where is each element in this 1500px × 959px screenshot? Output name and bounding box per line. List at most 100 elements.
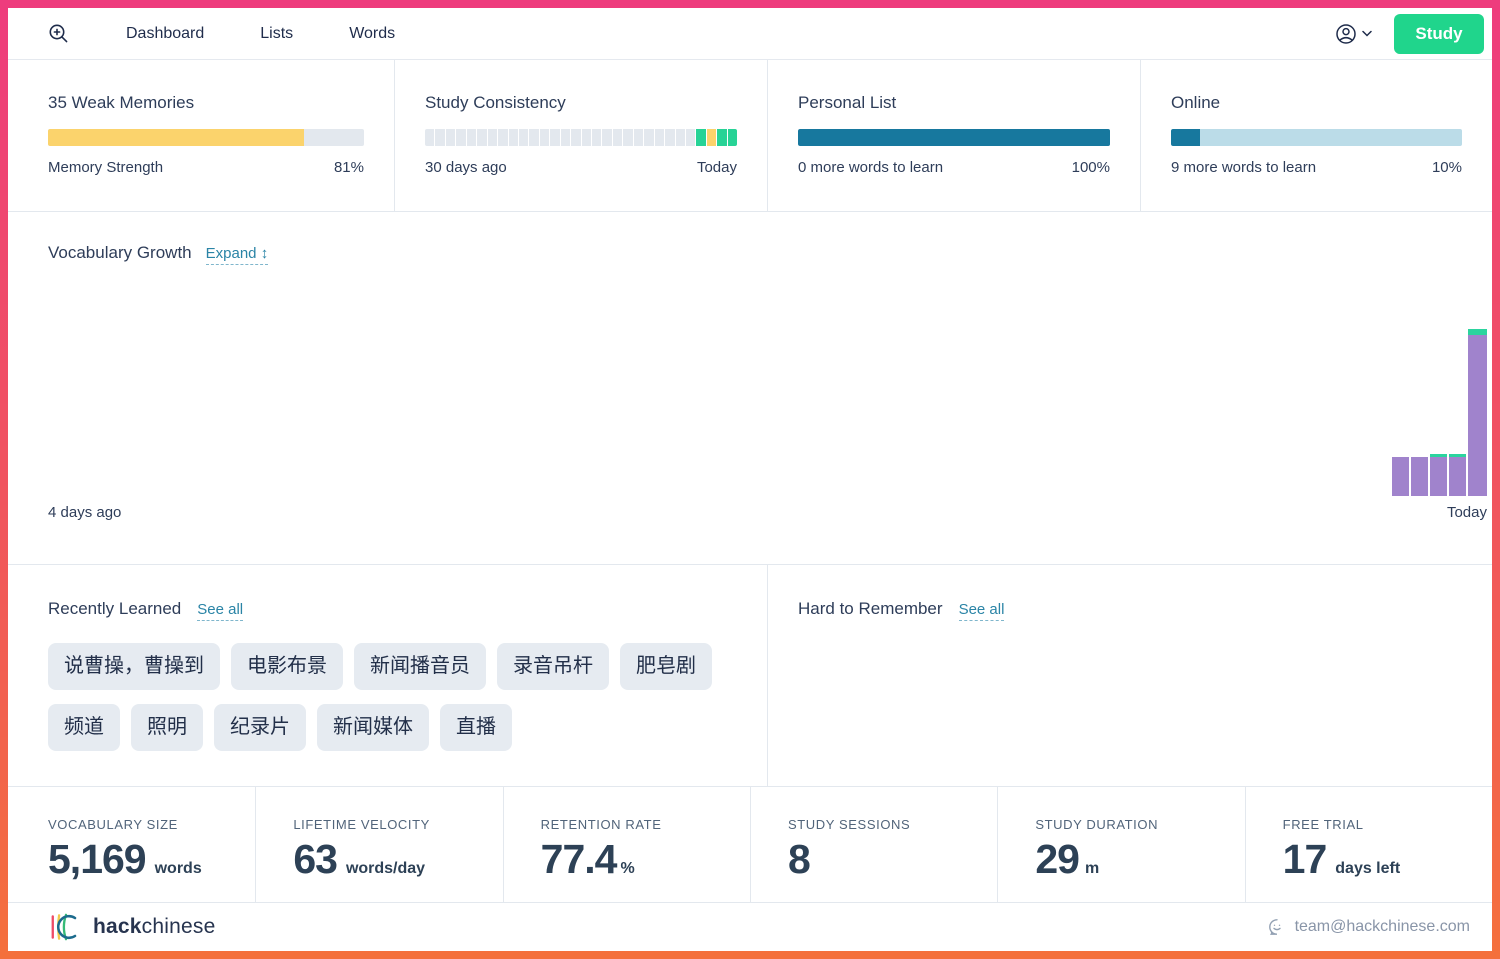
growth-bar [1449, 454, 1466, 496]
summary-stats-row: VOCABULARY SIZE 5,169 words LIFETIME VEL… [8, 787, 1492, 903]
stat-value: 17 [1282, 836, 1328, 882]
consistency-day-segment-empty [425, 129, 435, 146]
word-chip[interactable]: 电影布景 [231, 643, 343, 690]
growth-bar [1430, 454, 1447, 496]
vocabulary-growth-title: Vocabulary Growth [48, 243, 192, 262]
x-axis-right-label: Today [1446, 504, 1487, 521]
zoom-search-icon[interactable] [48, 23, 70, 45]
consistency-day-segment-empty [550, 129, 560, 146]
consistency-day-segment-empty [602, 129, 612, 146]
study-duration-stat: STUDY DURATION 29 m [997, 787, 1244, 902]
consistency-day-segment-empty [560, 129, 571, 146]
stat-value: 8 [787, 836, 811, 882]
x-axis-left-label: 4 days ago [48, 504, 122, 521]
expand-chart-link[interactable]: Expand ↕ [205, 245, 269, 265]
online-list-card: Online 9 more words to learn 10% [1141, 60, 1492, 211]
contact-email-link[interactable]: team@hackchinese.com [1294, 918, 1470, 935]
stat-label: LIFETIME VELOCITY [293, 817, 430, 832]
account-menu[interactable] [1334, 22, 1372, 46]
study-consistency-card: Study Consistency 30 days ago Today [395, 60, 768, 211]
recently-learned-chips: 说曹操，曹操到 电影布景 新闻播音员 录音吊杆 肥皂剧频道 照明 纪录片 新闻媒体 直播 [48, 643, 728, 751]
word-chip[interactable]: 照明 [131, 704, 203, 751]
word-chip[interactable]: 频道 [48, 704, 120, 751]
stat-cards-row: 35 Weak Memories Memory Strength 81% Stu… [8, 60, 1492, 212]
word-chip[interactable]: 纪录片 [214, 704, 306, 751]
nav-links: Dashboard Lists Words [70, 25, 395, 43]
consistency-day-segment-empty [529, 129, 539, 146]
card-footer-label: 30 days ago [425, 159, 507, 176]
recently-learned-section: Recently Learned See all 说曹操，曹操到 电影布景 新闻播音… [8, 565, 768, 786]
consistency-day-segment-empty [508, 129, 518, 146]
hackchinese-logo[interactable]: hackchinese [48, 909, 215, 945]
dashboard-page: Dashboard Lists Words Study 35 Weak Memo… [8, 8, 1492, 951]
card-title: Study Consistency [425, 93, 566, 112]
word-chip[interactable]: 说曹操，曹操到 [48, 643, 220, 690]
top-nav: Dashboard Lists Words Study [8, 8, 1492, 60]
card-footer-value: 81% [333, 159, 364, 176]
card-footer-value: 10% [1431, 159, 1462, 176]
stat-value: 29 [1035, 836, 1080, 882]
hard-to-remember-see-all-link[interactable]: See all [958, 601, 1005, 621]
nav-item-words[interactable]: Words [349, 24, 396, 42]
stat-label: FREE TRIAL [1282, 817, 1364, 832]
personal-list-fill [798, 129, 1110, 146]
growth-bar-new-cap [1430, 454, 1447, 457]
hard-to-remember-title: Hard to Remember [798, 599, 943, 618]
word-chip[interactable]: 录音吊杆 [497, 643, 609, 690]
word-chip[interactable]: 肥皂剧 [620, 643, 712, 690]
consistency-day-segment-empty [498, 129, 508, 146]
hackchinese-arcs-icon [51, 913, 77, 941]
memory-strength-bar [48, 129, 364, 146]
stat-unit: % [620, 860, 635, 877]
card-footer-value: Today [696, 159, 737, 176]
footer-contact: team@hackchinese.com [1267, 917, 1470, 937]
growth-bar [1411, 457, 1428, 496]
up-down-arrow-icon: ↕ [260, 245, 269, 262]
growth-bar [1468, 329, 1487, 496]
stat-unit: words [154, 860, 202, 877]
consistency-day-segment-empty [665, 129, 675, 146]
growth-bar-new-cap [1449, 454, 1466, 457]
card-footer-value: 100% [1071, 159, 1110, 176]
word-lists-row: Recently Learned See all 说曹操，曹操到 电影布景 新闻播音… [8, 565, 1492, 787]
stat-value: 77.4 [540, 836, 618, 882]
consistency-day-segment-empty [685, 129, 696, 146]
card-footer-label: Memory Strength [48, 159, 164, 176]
consistency-day-segment-partial [706, 129, 717, 146]
study-button[interactable]: Study [1394, 13, 1484, 54]
nav-item-lists[interactable]: Lists [260, 24, 294, 42]
online-list-fill [1171, 129, 1201, 146]
stat-label: STUDY SESSIONS [787, 817, 911, 832]
card-title: Online [1171, 93, 1221, 112]
consistency-day-segment-empty [592, 129, 602, 146]
word-chip[interactable]: 新闻媒体 [317, 704, 429, 751]
free-trial-stat: FREE TRIAL 17 days left [1244, 787, 1492, 902]
personal-list-card: Personal List 0 more words to learn 100% [768, 60, 1141, 211]
word-chip[interactable]: 新闻播音员 [354, 643, 486, 690]
word-chip[interactable]: 直播 [440, 704, 512, 751]
user-circle-icon [1336, 23, 1356, 44]
growth-bar-new-cap [1468, 329, 1487, 335]
recently-learned-see-all-link[interactable]: See all [197, 601, 244, 621]
brand-bold: hack [93, 915, 142, 938]
nav-item-dashboard[interactable]: Dashboard [126, 24, 205, 42]
consistency-day-segment-empty [612, 129, 623, 146]
expand-label: Expand [205, 245, 257, 262]
chat-smiley-icon [1268, 919, 1281, 935]
consistency-day-segment-empty [445, 129, 456, 146]
consistency-day-segment-empty [539, 129, 550, 146]
retention-rate-stat: RETENTION RATE 77.4 % [502, 787, 750, 902]
vocabulary-size-stat: VOCABULARY SIZE 5,169 words [8, 787, 255, 902]
growth-bars [1392, 329, 1487, 496]
stat-unit: words/day [345, 860, 426, 877]
online-list-bar [1171, 129, 1462, 146]
consistency-day-segment-empty [623, 129, 633, 146]
stat-label: RETENTION RATE [540, 817, 662, 832]
stat-label: VOCABULARY SIZE [48, 817, 178, 832]
consistency-day-segment-empty [581, 129, 591, 146]
lifetime-velocity-stat: LIFETIME VELOCITY 63 words/day [255, 787, 502, 902]
consistency-day-segment-empty [654, 129, 665, 146]
consistency-day-segment-full [727, 129, 738, 146]
card-title: 35 Weak Memories [48, 93, 195, 112]
consistency-day-segment-empty [571, 129, 581, 146]
